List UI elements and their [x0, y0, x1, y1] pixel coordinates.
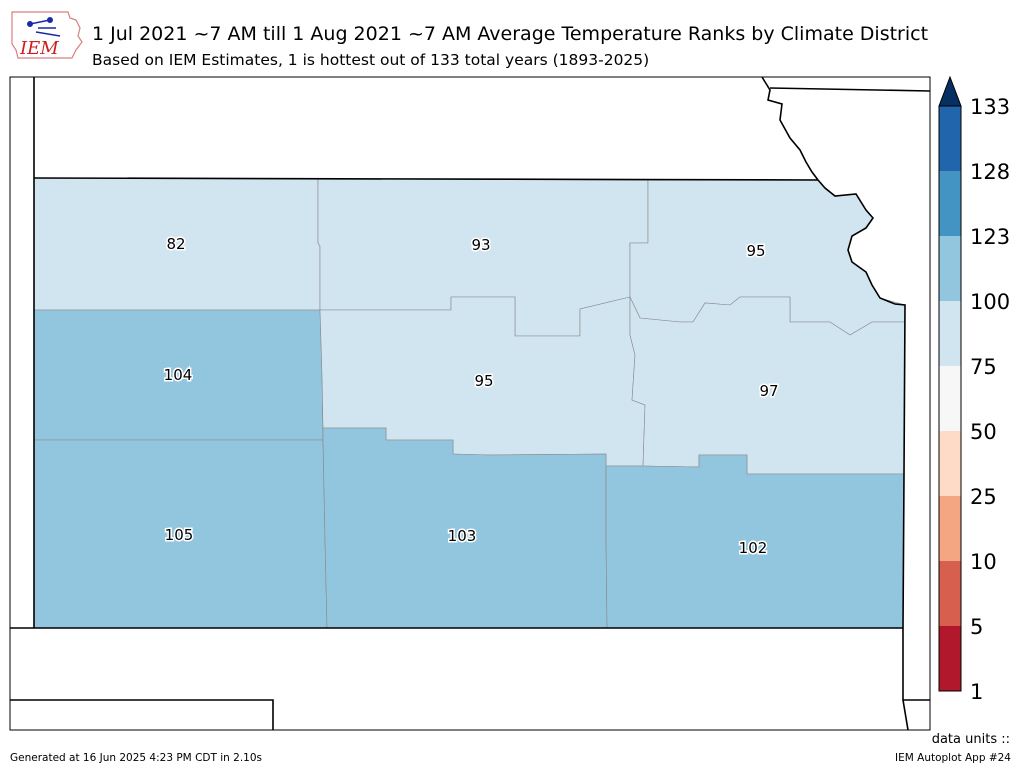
rank-label-northwest: 82: [166, 235, 185, 253]
rank-label-central: 95: [474, 372, 493, 390]
svg-text:IEM: IEM: [19, 38, 59, 59]
page-subtitle: Based on IEM Estimates, 1 is hottest out…: [92, 51, 650, 69]
colorbar-label-123: 123: [970, 225, 1010, 249]
colorbar-extend-arrow: [938, 75, 962, 107]
colorbar-bin-25: [939, 431, 961, 496]
iem-logo: IEM: [11, 11, 83, 59]
rank-label-northeast: 95: [746, 242, 765, 260]
colorbar-label-133: 133: [970, 95, 1010, 119]
app-label: IEM Autoplot App #24: [895, 752, 1011, 764]
district-east-central: [629, 296, 906, 475]
district-southeast: [605, 454, 905, 629]
colorbar-label-10: 10: [970, 550, 997, 574]
colorbar-bins: [939, 106, 961, 691]
colorbar-label-100: 100: [970, 290, 1010, 314]
state-borders: [10, 76, 931, 731]
colorbar-bin-75: [939, 301, 961, 366]
rank-label-east-central: 97: [759, 382, 778, 400]
colorbar-label-128: 128: [970, 160, 1010, 184]
colorbar-outline: [938, 105, 962, 692]
rank-labels: 82 93 95 104 95 97 105 103 102: [162, 234, 780, 559]
colorbar-label-5: 5: [970, 615, 983, 639]
colorbar-bin-123: [939, 171, 961, 236]
district-south-central: [322, 427, 608, 629]
page-title: 1 Jul 2021 ~7 AM till 1 Aug 2021 ~7 AM A…: [92, 23, 929, 45]
colorbar-label-1: 1: [970, 680, 983, 704]
rank-label-south-central: 103: [448, 527, 477, 545]
colorbar-label-50: 50: [970, 420, 997, 444]
data-units-label: data units ::: [931, 732, 1010, 747]
colorbar-bin-10: [939, 496, 961, 561]
generated-timestamp: Generated at 16 Jun 2025 4:23 PM CDT in …: [10, 752, 263, 764]
colorbar-label-75: 75: [970, 355, 997, 379]
rank-label-southeast: 102: [739, 539, 768, 557]
colorbar-labels: 1 5 10 25 50 75 100 123 128 133: [970, 95, 1010, 704]
colorbar-bin-50: [939, 366, 961, 431]
colorbar-label-25: 25: [970, 485, 997, 509]
colorbar-bin-100: [939, 236, 961, 301]
colorbar-bin-128: [939, 106, 961, 171]
rank-label-north-central: 93: [471, 236, 490, 254]
colorbar-bin-5: [939, 561, 961, 626]
rank-label-southwest: 105: [165, 526, 194, 544]
colorbar-bin-1: [939, 626, 961, 691]
rank-label-west-central: 104: [164, 366, 193, 384]
